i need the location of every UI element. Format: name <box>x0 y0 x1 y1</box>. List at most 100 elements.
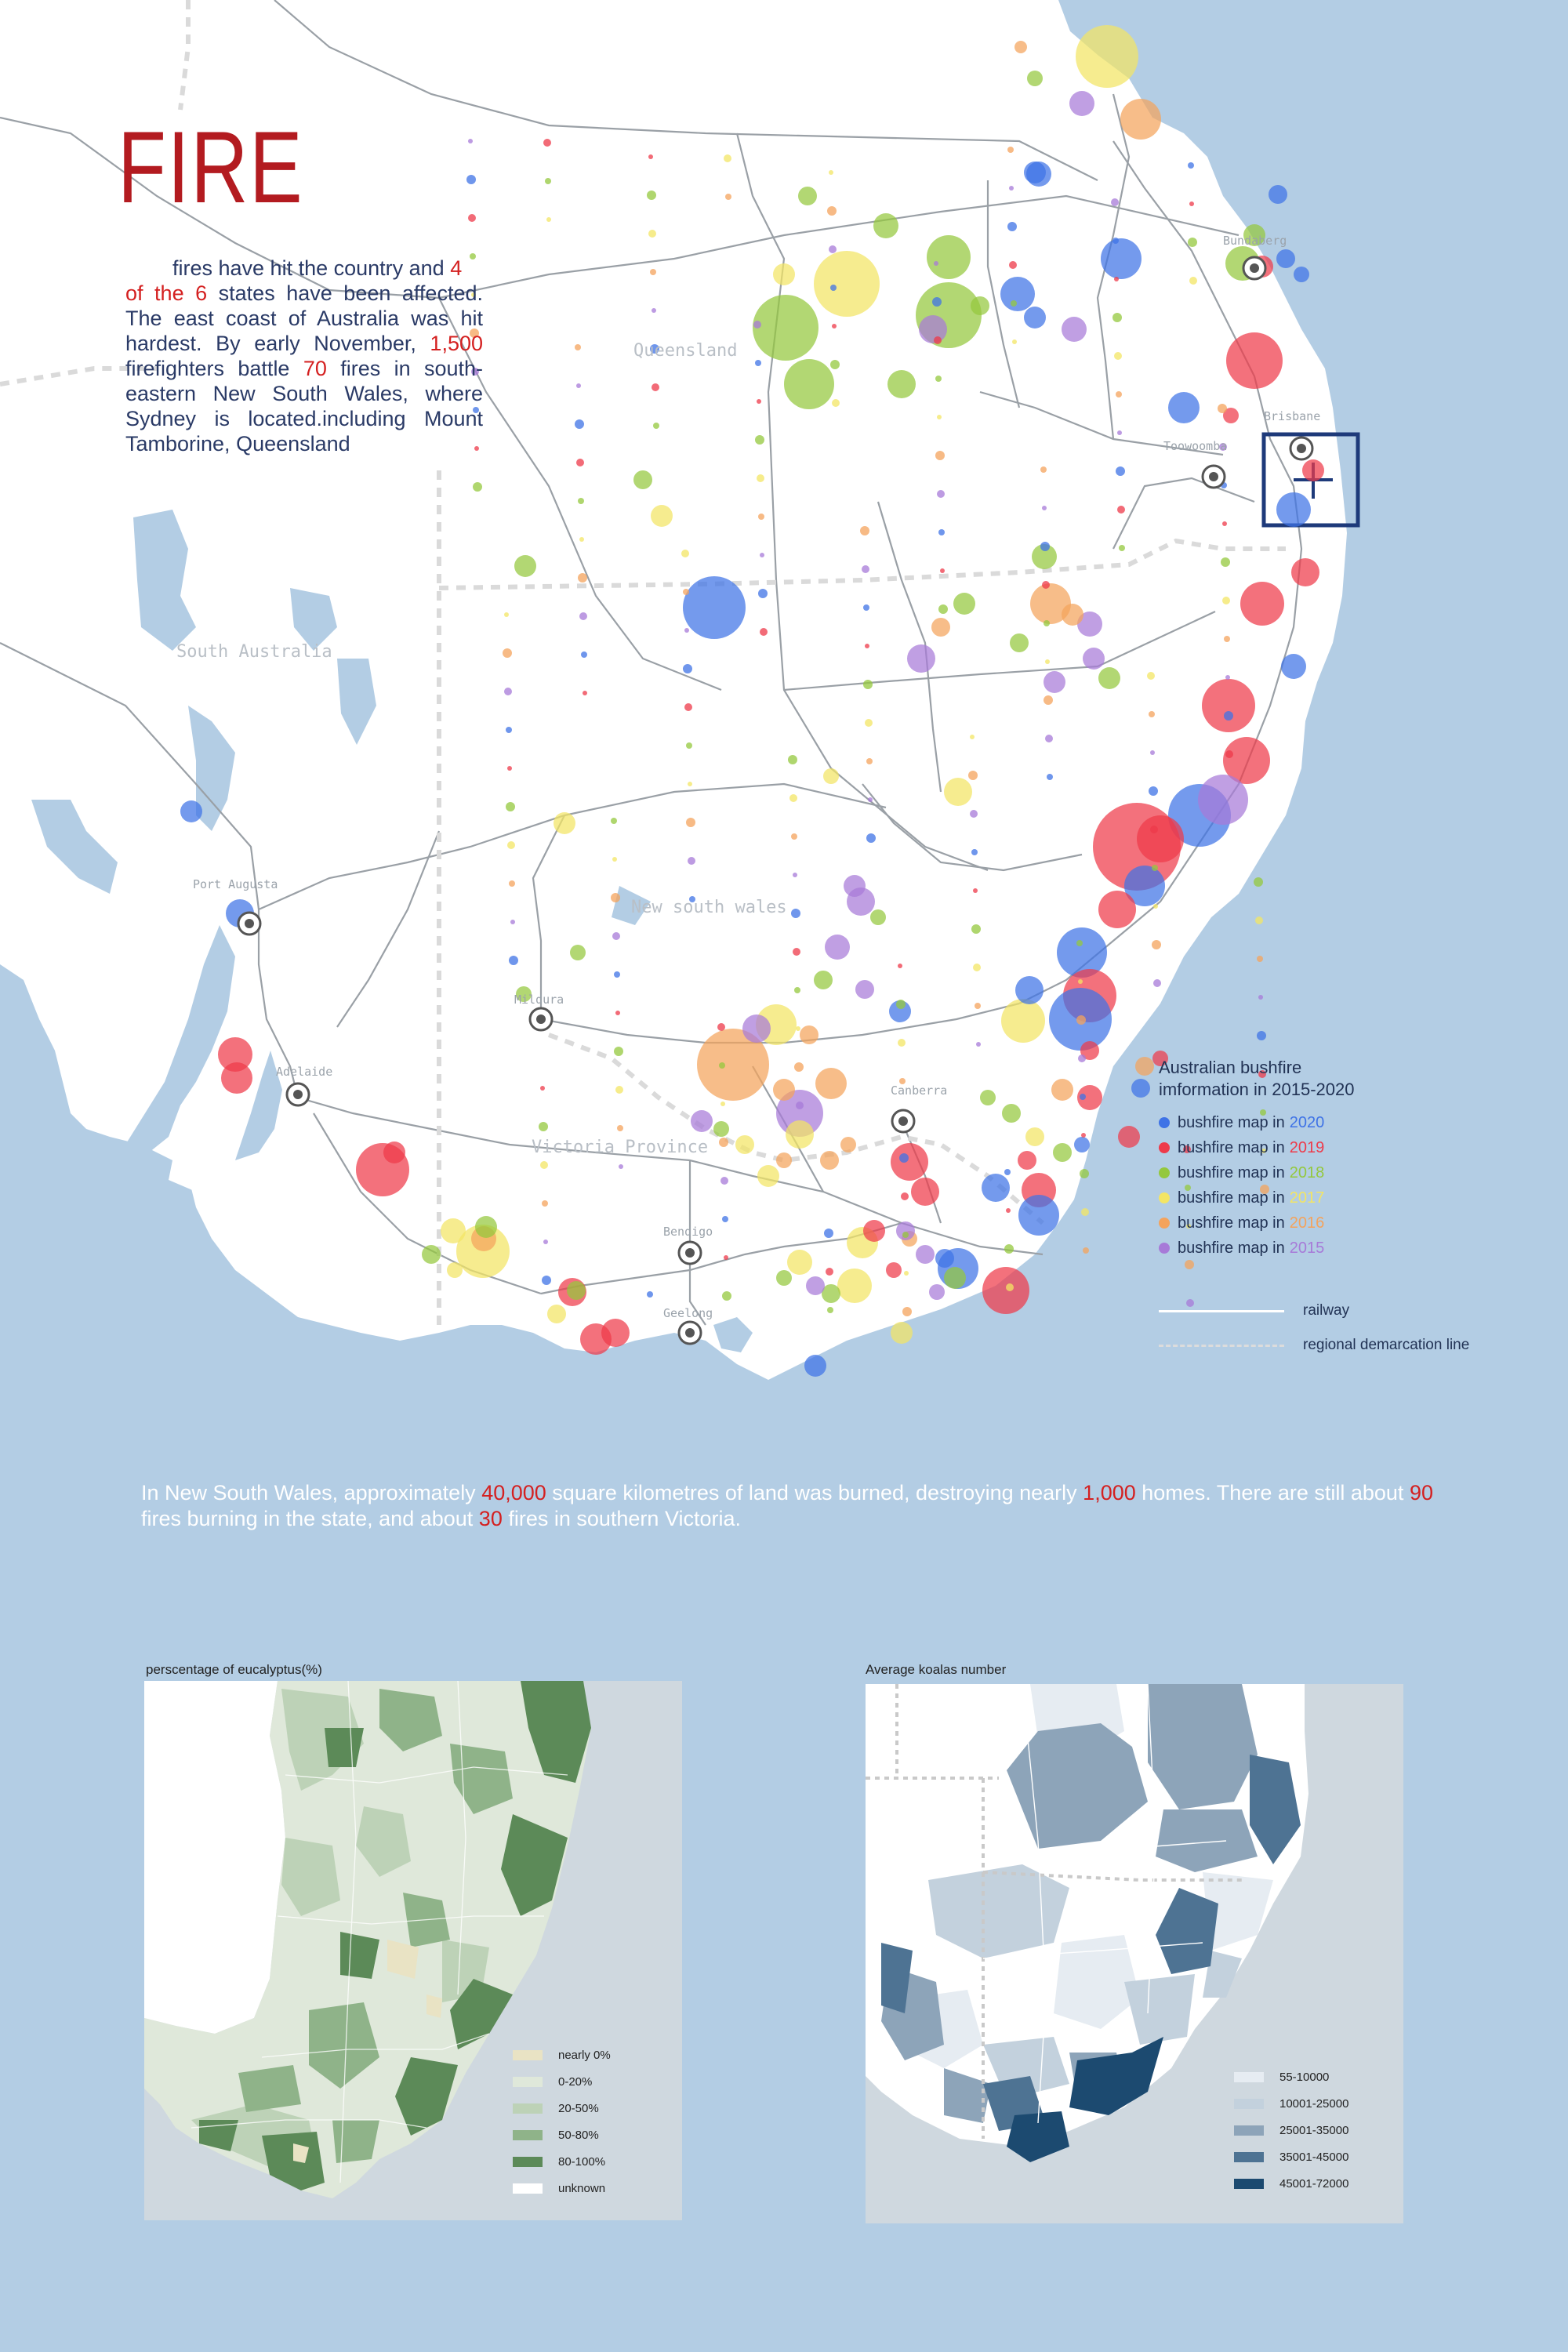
fire-bubble-2018 <box>570 945 586 960</box>
fire-dot-2016 <box>509 880 515 887</box>
fire-bubble-2015 <box>844 875 866 897</box>
fire-dot-2019 <box>901 1192 909 1200</box>
fire-bubble-2019 <box>1302 459 1324 481</box>
fire-dot-2018 <box>470 253 476 260</box>
fire-dot-2017 <box>1006 1283 1014 1291</box>
fire-dot-2018 <box>794 987 800 993</box>
fire-bubble-2019 <box>1223 737 1270 784</box>
eucalyptus-map-panel: nearly 0% 0-20% 20-50% 50-80% 80-100% unknown <box>144 1681 682 2220</box>
fire-dot-2019 <box>684 703 692 711</box>
fire-dot-2016 <box>1257 956 1263 962</box>
fire-bubble-2018 <box>887 370 916 398</box>
fire-bubble-2020 <box>180 800 202 822</box>
fire-dot-2018 <box>788 755 797 764</box>
fire-dot-2015 <box>760 553 764 557</box>
fire-bubble-2015 <box>907 644 935 673</box>
fire-dot-2020 <box>1047 774 1053 780</box>
koalas-legend-row: 35001-45000 <box>1234 2143 1348 2170</box>
fire-bubble-2020 <box>804 1355 826 1377</box>
fire-dot-2015 <box>579 612 587 620</box>
fire-dot-2015 <box>576 383 581 388</box>
fire-bubble-2016 <box>1030 583 1071 624</box>
fire-bubble-2019 <box>1080 1041 1099 1060</box>
fire-dot-2015 <box>652 308 656 313</box>
fire-bubble-2018 <box>753 295 818 361</box>
fire-dot-2015 <box>1258 995 1263 1000</box>
koalas-map-panel: 55-10000 10001-25000 25001-35000 35001-4500… <box>866 1684 1403 2223</box>
fire-dot-2015 <box>862 565 869 573</box>
fire-dot-2016 <box>1224 636 1230 642</box>
fire-bubble-2016 <box>820 1151 839 1170</box>
fire-bubble-2018 <box>1098 667 1120 689</box>
label-bundaberg: Bundaberg <box>1223 234 1287 248</box>
fire-dot-2018 <box>755 435 764 445</box>
eucalyptus-legend-label: nearly 0% <box>558 2048 611 2062</box>
fire-bubble-2016 <box>1120 99 1161 140</box>
highlight-box <box>1261 432 1360 528</box>
fire-dot-2020 <box>863 604 869 611</box>
fire-dot-2016 <box>542 1200 548 1207</box>
fire-bubble-2017 <box>757 1165 779 1187</box>
fire-bubble-2016 <box>776 1152 792 1168</box>
legend-row-2016: bushfire map in 2016 <box>1159 1210 1354 1236</box>
label-geelong: Geelong <box>663 1306 713 1320</box>
city-marker-center <box>245 919 254 928</box>
fire-bubble-2018 <box>971 296 989 315</box>
legend-label: bushfire map in <box>1178 1189 1285 1207</box>
koalas-legend-row: 55-10000 <box>1234 2063 1348 2090</box>
fire-dot-2016 <box>899 1078 906 1084</box>
fire-dot-2016 <box>725 194 731 200</box>
eucalyptus-legend-label: 50-80% <box>558 2128 599 2142</box>
fire-dot-2016 <box>902 1307 912 1316</box>
intro-number-states: 4 <box>450 256 463 280</box>
fire-dot-2016 <box>617 1125 623 1131</box>
eucalyptus-legend-label: 20-50% <box>558 2101 599 2115</box>
spencer-gulf <box>125 925 235 1152</box>
fire-bubble-2018 <box>870 909 886 925</box>
legend-row-2015: bushfire map in 2015 <box>1159 1236 1354 1261</box>
koalas-legend-label: 55-10000 <box>1279 2070 1330 2084</box>
fire-dot-2020 <box>758 589 768 598</box>
fire-dot-2017 <box>1012 339 1017 344</box>
fire-bubble-2019 <box>1098 891 1136 928</box>
fire-bubble-2017 <box>891 1322 913 1344</box>
fire-dot-2018 <box>1011 300 1017 307</box>
intro-text-5: fires in south-eastern New South Wales, … <box>125 357 483 456</box>
fire-dot-2019 <box>973 888 978 893</box>
summary-text-4: fires burning in the state, and about <box>141 1507 479 1530</box>
fire-dot-2018 <box>578 498 584 504</box>
legend-year: 2015 <box>1289 1239 1325 1257</box>
fire-dot-2017 <box>471 292 476 297</box>
fire-dot-2019 <box>583 691 587 695</box>
fire-dot-2019 <box>1042 581 1050 589</box>
koalas-35001-45000 <box>881 1755 1301 2131</box>
fire-dot-2016 <box>719 1138 728 1147</box>
fire-bubble-2016 <box>1051 1079 1073 1101</box>
fire-dot-2020 <box>1257 1031 1266 1040</box>
fire-bubble-2018 <box>713 1121 729 1137</box>
fire-bubble-2017 <box>786 1120 814 1149</box>
fire-dot-2017 <box>724 154 731 162</box>
fire-dot-2016 <box>1116 391 1122 397</box>
fire-bubble-2020 <box>1131 1079 1150 1098</box>
eucalyptus-legend-swatch <box>513 2183 543 2194</box>
legend-row-2019: bushfire map in 2019 <box>1159 1135 1354 1160</box>
fire-dot-2018 <box>539 1122 548 1131</box>
fire-dot-2015 <box>468 139 473 143</box>
fire-dot-2015 <box>1045 735 1053 742</box>
eucalyptus-region-lines <box>191 1681 568 2183</box>
fire-dot-2017 <box>648 230 656 238</box>
fire-dot-2019 <box>1006 1208 1011 1213</box>
fire-dot-2018 <box>902 1232 909 1238</box>
fire-bubble-2018 <box>567 1281 586 1300</box>
fire-bubble-2019 <box>1137 815 1184 862</box>
fire-dot-2020 <box>755 360 761 366</box>
fire-bubble-2019 <box>891 1143 928 1181</box>
fire-dot-2020 <box>473 407 479 413</box>
fire-bubble-2019 <box>911 1178 939 1206</box>
label-south-australia: South Australia <box>176 642 332 662</box>
fire-dot-2020 <box>614 971 620 978</box>
fire-dot-2019 <box>898 964 902 968</box>
eucalyptus-legend-swatch <box>513 2049 543 2060</box>
eucalyptus-legend-row: 80-100% <box>513 2148 611 2175</box>
